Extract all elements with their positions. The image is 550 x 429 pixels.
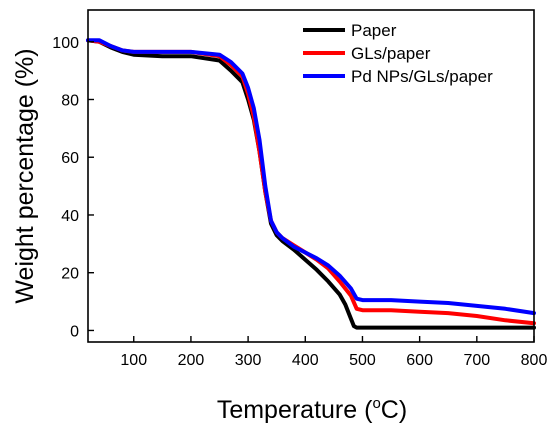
series-line-0 <box>86 38 536 330</box>
x-tick-label: 400 <box>292 352 319 369</box>
x-axis-title-degree: o <box>372 395 380 412</box>
y-axis-title: Weight percentage (%) <box>11 48 39 303</box>
legend-label-2: Pd NPs/GLs/paper <box>351 67 493 86</box>
x-tick-label: 300 <box>235 352 262 369</box>
y-tick-label: 40 <box>61 208 79 225</box>
series-line-2 <box>86 38 536 316</box>
x-tick-label: 200 <box>178 352 205 369</box>
y-tick-label: 0 <box>70 323 79 340</box>
plot-frame <box>87 9 535 343</box>
x-axis-ticks: 100 200 300 400 500 600 700 800 <box>120 336 547 369</box>
legend: Paper GLs/paper Pd NPs/GLs/paper <box>303 21 493 86</box>
y-axis-ticks: 0 20 40 60 80 100 <box>52 35 94 340</box>
series-layer <box>86 38 536 330</box>
x-tick-label: 700 <box>463 352 490 369</box>
legend-label-0: Paper <box>351 21 397 40</box>
y-tick-label: 80 <box>61 92 79 109</box>
x-tick-label: 100 <box>120 352 147 369</box>
x-tick-label: 500 <box>349 352 376 369</box>
x-axis-title-unit: C) <box>381 396 407 424</box>
legend-label-1: GLs/paper <box>351 44 431 63</box>
x-axis-title: Temperature (oC) <box>217 395 407 424</box>
x-axis-title-main: Temperature ( <box>217 396 373 424</box>
x-tick-label: 600 <box>406 352 433 369</box>
y-tick-label: 100 <box>52 35 79 52</box>
x-tick-label: 800 <box>521 352 548 369</box>
y-tick-label: 60 <box>61 150 79 167</box>
y-tick-label: 20 <box>61 266 79 283</box>
